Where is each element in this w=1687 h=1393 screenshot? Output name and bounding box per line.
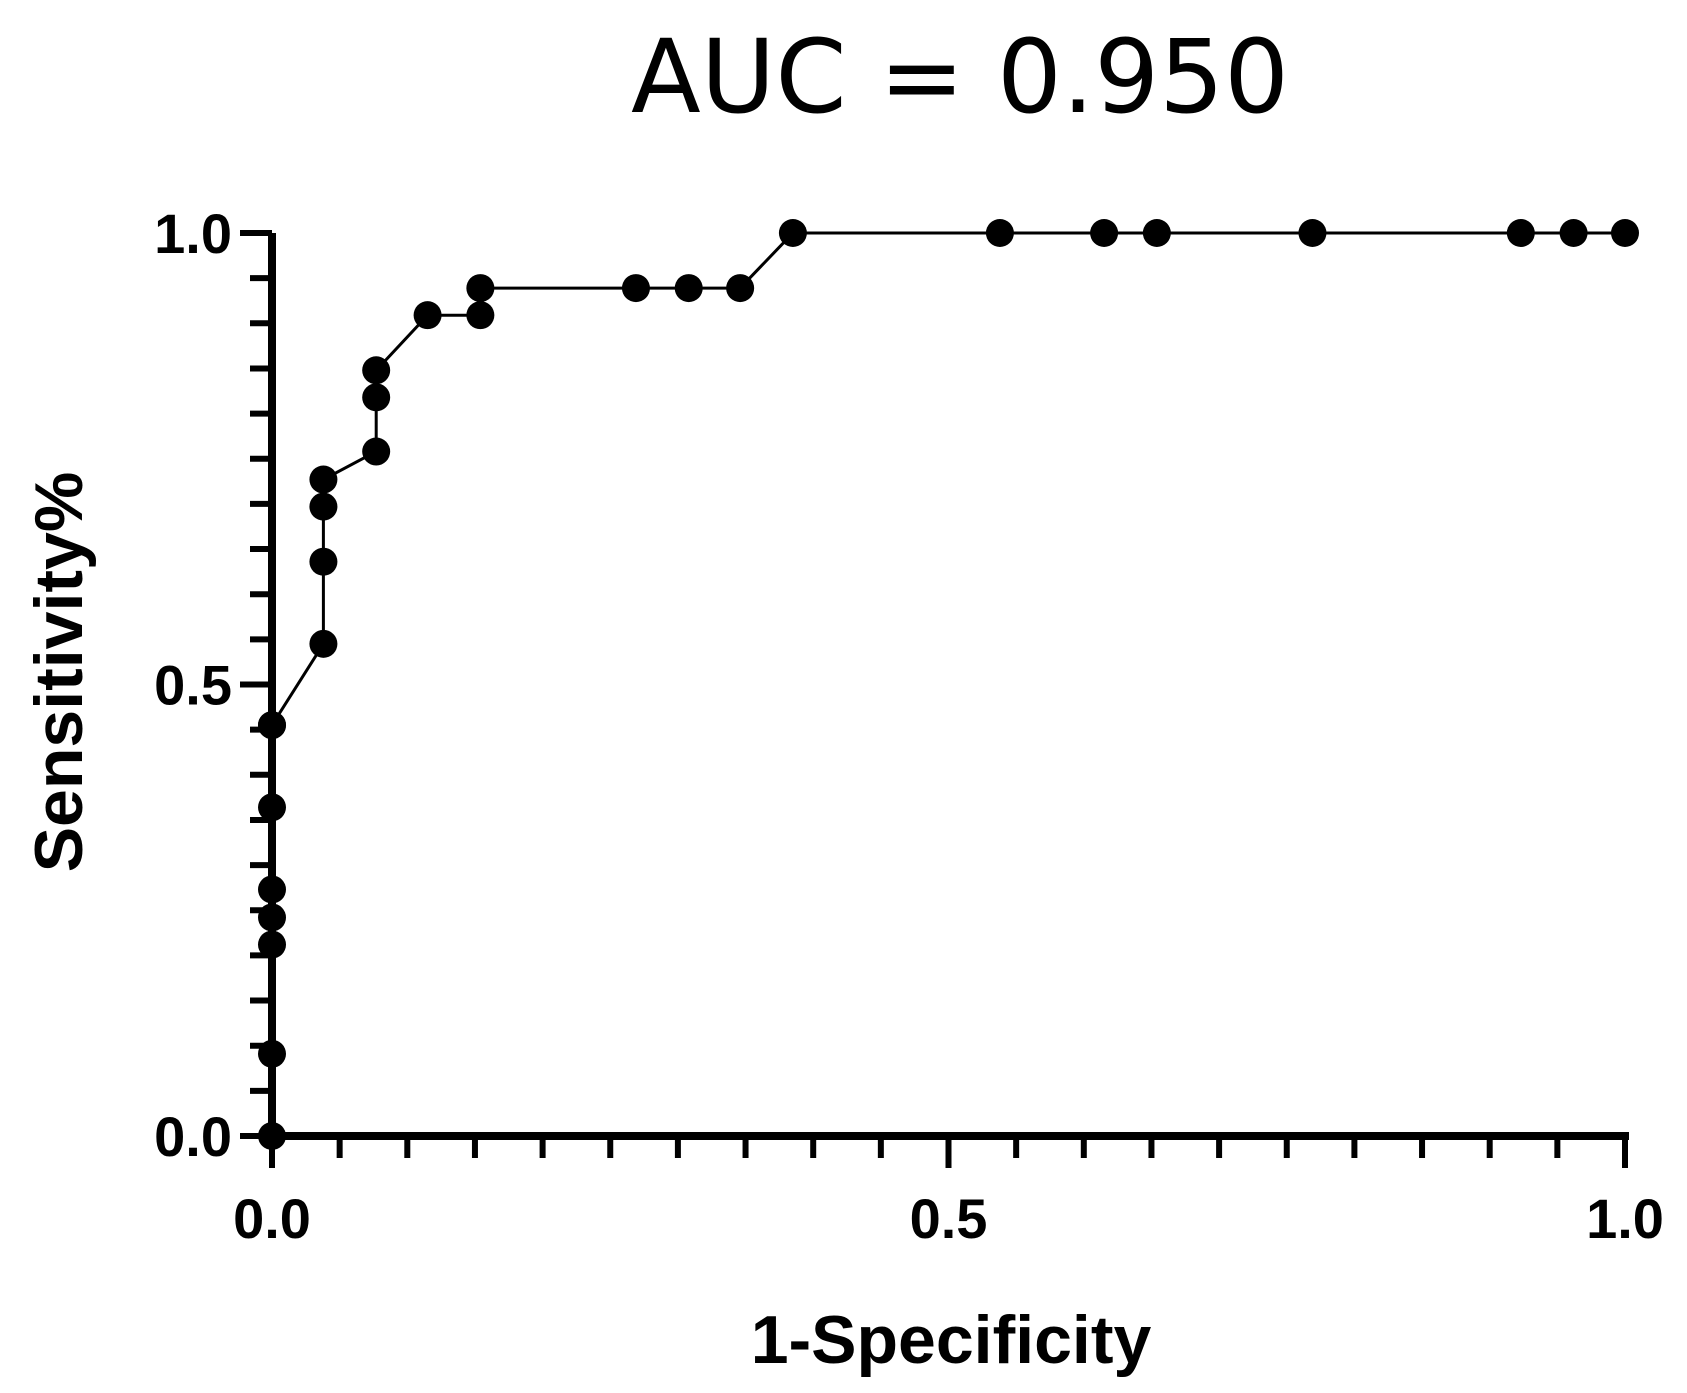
roc-point xyxy=(1559,219,1588,247)
roc-point xyxy=(258,930,286,959)
roc-point xyxy=(258,875,286,904)
roc-point xyxy=(674,274,703,303)
roc-point xyxy=(621,274,650,303)
roc-point xyxy=(258,1039,286,1068)
roc-point xyxy=(413,301,442,330)
roc-point xyxy=(1298,219,1327,247)
roc-point xyxy=(985,219,1014,247)
roc-curve-line xyxy=(270,231,1625,1136)
y-tick-label: 0.5 xyxy=(154,654,232,717)
roc-point xyxy=(778,219,807,247)
roc-point xyxy=(1506,219,1535,247)
roc-point xyxy=(362,356,391,385)
roc-curve-layer xyxy=(270,231,1625,1136)
tick-labels: 0.0 0.5 1.0 0.0 0.5 1.0 xyxy=(154,202,1664,1250)
roc-point xyxy=(726,274,755,303)
roc-point xyxy=(258,793,286,822)
roc-point xyxy=(309,629,338,658)
roc-point xyxy=(466,274,495,303)
roc-point xyxy=(309,547,338,576)
roc-point xyxy=(258,711,286,740)
y-tick-label: 0.0 xyxy=(154,1105,232,1168)
roc-point xyxy=(466,301,495,330)
roc-point xyxy=(362,383,391,412)
chart-title: AUC = 0.950 xyxy=(631,18,1289,137)
roc-points-layer xyxy=(258,219,1639,1150)
axes xyxy=(268,233,1629,1140)
y-axis-label: Sensitivity% xyxy=(21,472,97,873)
roc-point xyxy=(309,492,338,521)
roc-point xyxy=(258,1122,286,1150)
roc-point xyxy=(1611,219,1639,247)
roc-point xyxy=(362,437,391,466)
roc-point xyxy=(1090,219,1119,247)
x-tick-label: 1.0 xyxy=(1586,1187,1664,1250)
x-axis-label: 1-Specificity xyxy=(751,1302,1152,1378)
x-tick-label: 0.5 xyxy=(910,1187,988,1250)
roc-point xyxy=(309,465,338,494)
roc-point xyxy=(258,903,286,932)
x-tick-label: 0.0 xyxy=(233,1187,311,1250)
y-tick-label: 1.0 xyxy=(154,202,232,265)
roc-point xyxy=(1142,219,1171,247)
tick-marks xyxy=(240,230,1628,1168)
